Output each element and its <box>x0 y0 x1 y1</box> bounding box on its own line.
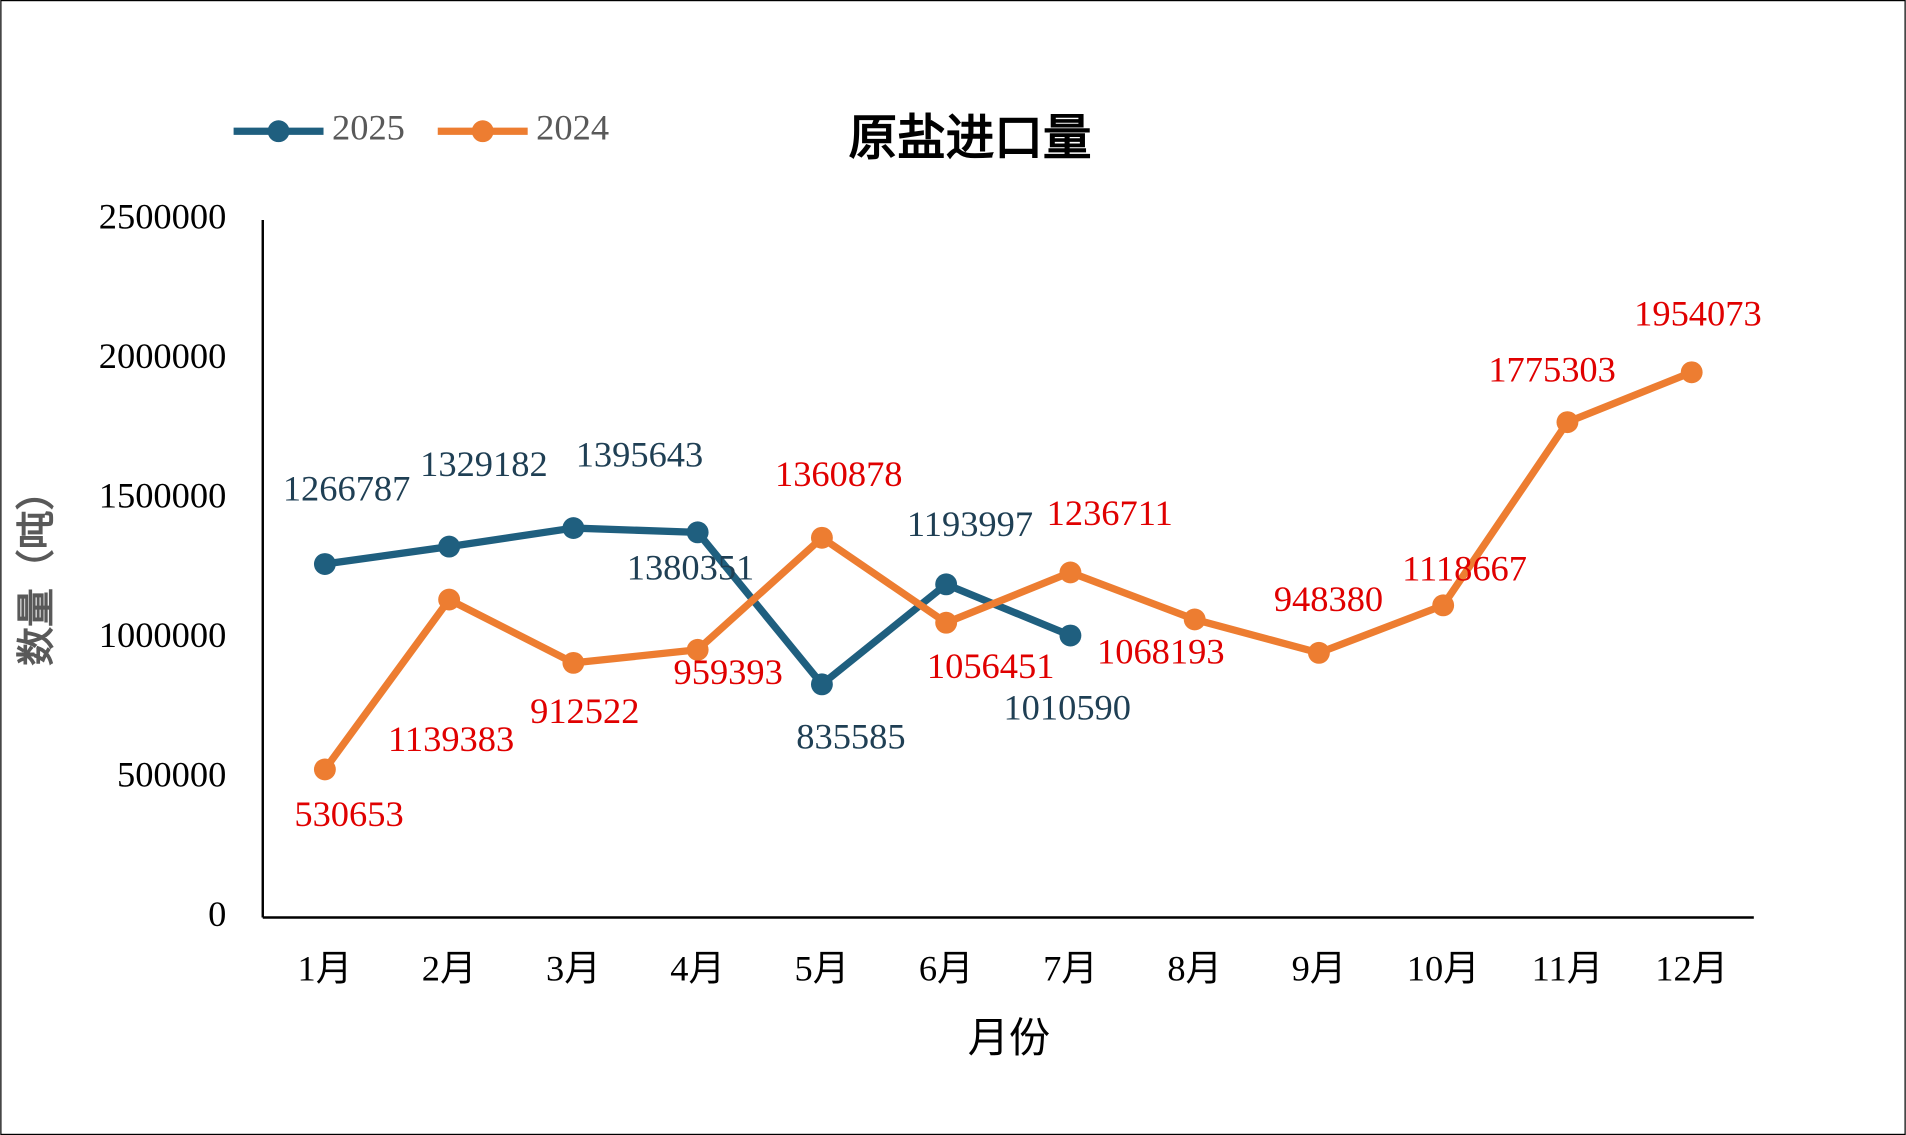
data-point <box>562 651 585 674</box>
y-tick-label: 0 <box>208 894 226 934</box>
data-label: 1380351 <box>627 548 755 588</box>
data-point <box>562 517 585 540</box>
data-point <box>686 638 709 661</box>
data-point <box>1059 624 1082 647</box>
data-point <box>1183 608 1206 631</box>
data-point <box>438 588 461 611</box>
data-point <box>1307 641 1330 664</box>
data-label: 959393 <box>674 652 783 692</box>
data-point <box>1556 411 1579 434</box>
y-tick-label: 1000000 <box>99 615 227 655</box>
y-tick-label: 2500000 <box>99 196 227 236</box>
data-label: 1056451 <box>927 646 1055 686</box>
data-label: 1266787 <box>283 469 411 509</box>
data-point <box>313 758 336 781</box>
x-tick-label: 3月 <box>546 949 601 989</box>
x-tick-label: 4月 <box>670 949 725 989</box>
data-label: 1329182 <box>420 444 548 484</box>
data-label: 1360878 <box>775 454 903 494</box>
data-label: 948380 <box>1274 579 1383 619</box>
data-label: 1118667 <box>1402 549 1527 589</box>
x-tick-label: 11月 <box>1532 949 1604 989</box>
data-label: 1068193 <box>1097 631 1225 671</box>
data-point <box>1432 594 1455 617</box>
x-tick-label: 2月 <box>422 949 477 989</box>
x-tick-label: 1月 <box>298 949 353 989</box>
data-label: 912522 <box>530 691 639 731</box>
data-point <box>935 573 958 596</box>
series-line <box>321 368 1694 772</box>
legend-label: 2024 <box>536 108 609 148</box>
x-tick-label: 7月 <box>1043 949 1098 989</box>
y-tick-label: 500000 <box>117 754 226 794</box>
data-label: 1010590 <box>1003 687 1131 727</box>
data-label: 1395643 <box>576 434 704 474</box>
data-label: 835585 <box>796 716 905 756</box>
data-point <box>1680 361 1703 384</box>
y-tick-label: 2000000 <box>99 336 227 376</box>
data-point <box>686 521 709 544</box>
x-tick-label: 6月 <box>919 949 974 989</box>
x-tick-label: 10月 <box>1407 949 1480 989</box>
legend-marker <box>267 120 290 143</box>
legend-marker <box>471 120 494 143</box>
data-point <box>935 611 958 634</box>
x-tick-label: 9月 <box>1292 949 1347 989</box>
data-point <box>1059 561 1082 584</box>
data-point <box>810 526 833 549</box>
chart-title: 原盐进口量 <box>849 112 1092 166</box>
x-tick-label: 12月 <box>1655 949 1728 989</box>
legend-label: 2025 <box>332 108 405 148</box>
data-point <box>438 535 461 558</box>
data-label: 1193997 <box>907 504 1033 544</box>
data-label: 1954073 <box>1634 294 1762 334</box>
data-label: 1775303 <box>1488 349 1616 389</box>
data-point <box>810 673 833 696</box>
data-label: 530653 <box>294 794 403 834</box>
data-label: 1236711 <box>1047 493 1173 533</box>
data-label: 1139383 <box>388 719 514 759</box>
y-axis-title: 数量（吨） <box>15 472 58 666</box>
x-tick-label: 8月 <box>1167 949 1222 989</box>
x-axis-title: 月份 <box>968 1015 1051 1061</box>
x-tick-label: 5月 <box>795 949 850 989</box>
data-point <box>313 553 336 575</box>
y-tick-label: 1500000 <box>99 475 227 515</box>
